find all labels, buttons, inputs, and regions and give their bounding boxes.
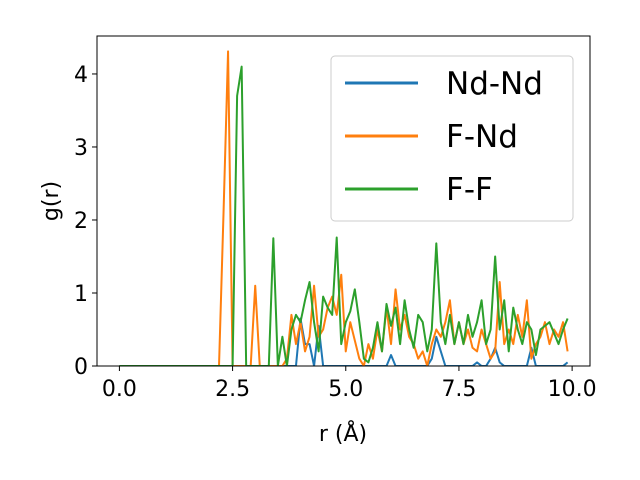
legend-label: F-F [446, 172, 493, 208]
x-tick-label: 10.0 [548, 377, 597, 402]
x-axis-label: r (Å) [319, 420, 367, 447]
y-tick-label: 4 [74, 63, 88, 88]
x-tick-label: 2.5 [215, 377, 250, 402]
series-line [119, 50, 569, 366]
x-tick-label: 5.0 [328, 377, 363, 402]
legend-box [330, 55, 574, 222]
legend-label: Nd-Nd [446, 66, 543, 102]
y-tick-label: 0 [74, 355, 88, 380]
x-tick-label: 0.0 [102, 377, 137, 402]
plot-frame [96, 35, 591, 367]
series-line [119, 65, 569, 366]
legend-label: F-Nd [446, 119, 518, 155]
y-tick-label: 2 [74, 209, 88, 234]
x-tick-label: 7.5 [441, 377, 476, 402]
y-tick-label: 1 [74, 282, 88, 307]
y-tick-label: 3 [74, 136, 88, 161]
y-axis-label: g(r) [39, 181, 64, 221]
